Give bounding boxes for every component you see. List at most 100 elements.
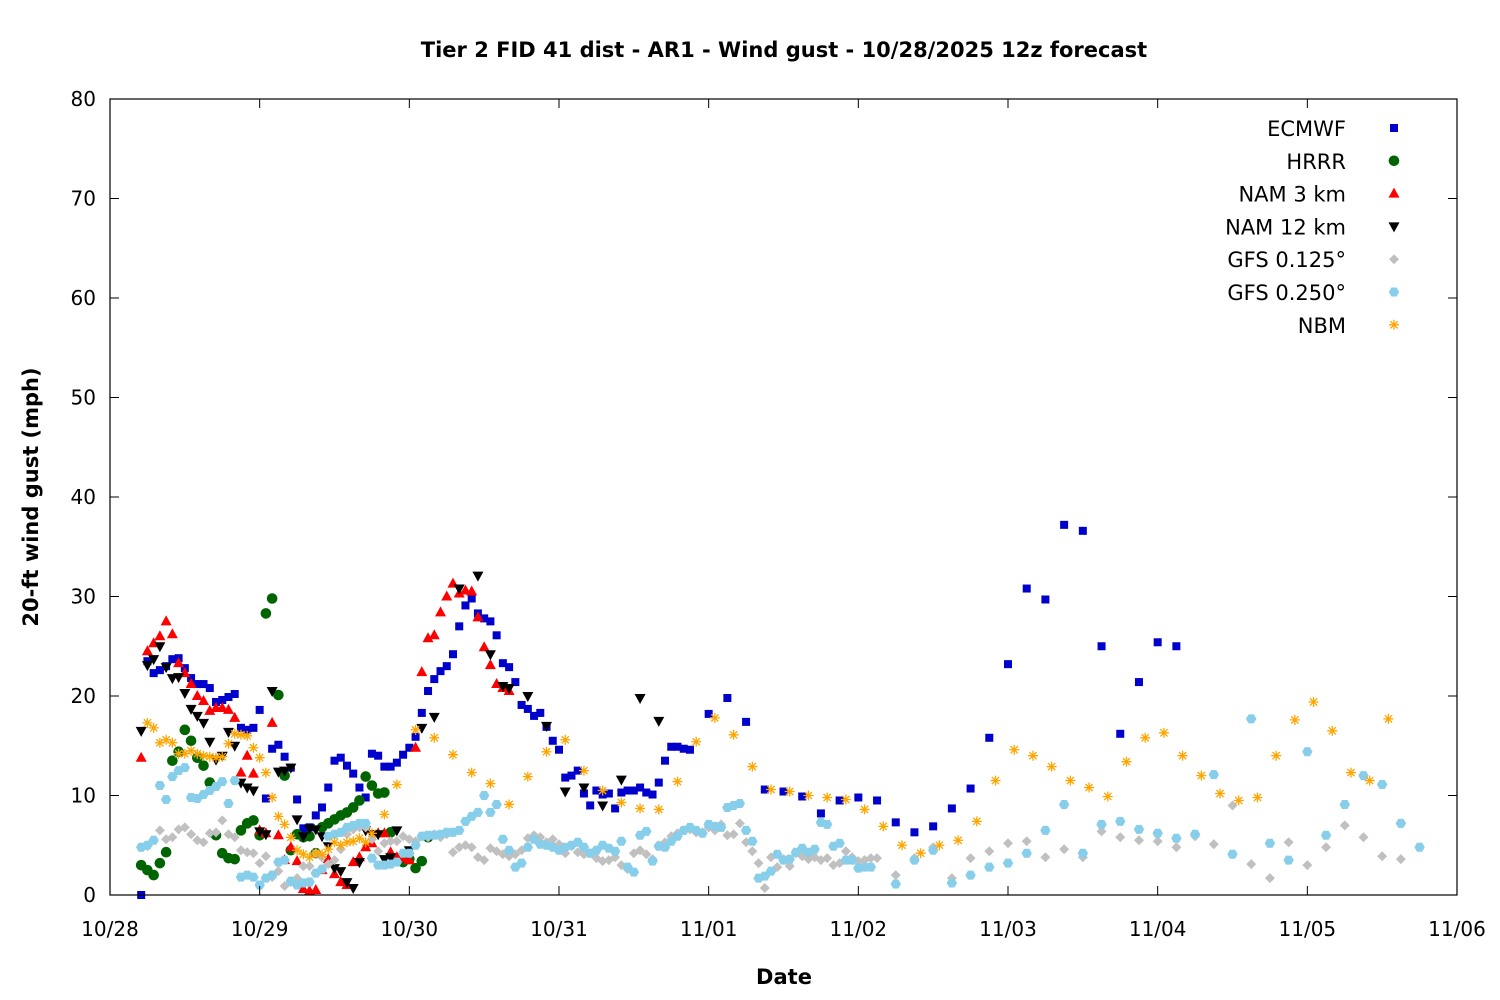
data-point bbox=[154, 642, 166, 653]
data-point bbox=[1009, 744, 1020, 755]
legend-marker bbox=[1389, 254, 1399, 265]
data-point bbox=[1060, 520, 1069, 529]
data-point bbox=[272, 829, 284, 840]
data-point bbox=[990, 775, 1001, 786]
data-point bbox=[217, 777, 228, 787]
x-tick-label: 11/04 bbox=[1129, 917, 1187, 941]
data-point bbox=[222, 703, 234, 714]
data-point bbox=[555, 745, 563, 754]
data-point bbox=[260, 830, 272, 841]
data-point bbox=[193, 680, 202, 689]
data-point bbox=[204, 828, 215, 839]
data-point bbox=[1383, 713, 1394, 724]
data-point bbox=[522, 692, 534, 702]
data-point bbox=[210, 782, 222, 792]
data-point bbox=[1040, 825, 1051, 835]
data-point bbox=[293, 795, 302, 804]
data-point bbox=[360, 837, 371, 848]
data-point bbox=[385, 836, 396, 847]
data-point bbox=[391, 779, 402, 790]
data-point bbox=[859, 804, 870, 815]
data-point bbox=[784, 854, 795, 864]
data-point bbox=[148, 722, 159, 733]
data-point bbox=[616, 836, 627, 846]
data-point bbox=[666, 836, 677, 846]
legend-label: NBM bbox=[1298, 314, 1346, 338]
data-point bbox=[223, 738, 234, 749]
data-point bbox=[636, 783, 645, 792]
data-point bbox=[149, 669, 158, 678]
data-point bbox=[1246, 859, 1257, 870]
data-point bbox=[254, 827, 266, 838]
data-point bbox=[1233, 795, 1244, 806]
data-point bbox=[218, 695, 227, 704]
data-point bbox=[617, 788, 626, 797]
data-point bbox=[1364, 775, 1375, 786]
data-point bbox=[154, 781, 166, 791]
data-point bbox=[747, 761, 758, 772]
data-point bbox=[816, 809, 825, 818]
data-point bbox=[248, 742, 259, 753]
data-point bbox=[248, 815, 259, 826]
data-point bbox=[229, 711, 241, 722]
data-point bbox=[516, 858, 527, 868]
data-point bbox=[417, 708, 426, 717]
data-point bbox=[772, 849, 783, 859]
data-point bbox=[604, 789, 613, 798]
data-point bbox=[266, 716, 278, 727]
data-point bbox=[324, 783, 333, 792]
data-point bbox=[428, 712, 440, 723]
data-point bbox=[659, 842, 671, 852]
data-point bbox=[199, 680, 208, 689]
data-point bbox=[167, 737, 178, 748]
data-point bbox=[498, 659, 507, 668]
data-point bbox=[191, 690, 203, 700]
data-point bbox=[1096, 819, 1107, 829]
data-point bbox=[1302, 860, 1313, 871]
data-point bbox=[179, 763, 191, 773]
data-point bbox=[740, 825, 752, 835]
y-tick-label: 30 bbox=[71, 585, 96, 609]
data-point bbox=[511, 678, 520, 687]
data-point bbox=[779, 787, 788, 796]
data-point bbox=[609, 846, 621, 856]
data-point bbox=[623, 786, 632, 795]
data-point bbox=[247, 767, 259, 778]
data-point bbox=[354, 795, 365, 806]
data-point bbox=[173, 748, 184, 759]
data-point bbox=[1004, 660, 1012, 669]
data-point bbox=[1215, 788, 1226, 799]
data-point bbox=[167, 755, 178, 766]
data-point bbox=[242, 847, 253, 858]
data-point bbox=[248, 872, 259, 882]
data-point bbox=[1302, 747, 1313, 757]
data-point bbox=[597, 785, 608, 796]
data-point bbox=[573, 766, 582, 775]
data-point bbox=[616, 797, 627, 808]
data-point bbox=[205, 684, 214, 693]
data-point bbox=[428, 629, 440, 640]
data-point bbox=[148, 835, 159, 845]
data-point bbox=[1021, 836, 1032, 847]
data-point bbox=[873, 796, 882, 805]
y-tick-label: 10 bbox=[71, 784, 96, 808]
data-point bbox=[360, 771, 371, 782]
data-point bbox=[141, 645, 153, 656]
data-point bbox=[441, 590, 453, 601]
data-point bbox=[166, 628, 178, 639]
data-point bbox=[840, 794, 851, 805]
data-point bbox=[266, 593, 278, 604]
data-point bbox=[430, 675, 439, 684]
data-point bbox=[697, 828, 708, 838]
data-point bbox=[241, 749, 253, 760]
data-point bbox=[753, 858, 764, 869]
data-point bbox=[366, 780, 378, 791]
y-tick-label: 0 bbox=[83, 883, 96, 907]
data-point bbox=[386, 762, 395, 771]
data-point bbox=[834, 838, 845, 848]
data-point bbox=[311, 811, 320, 820]
data-point bbox=[947, 804, 956, 813]
data-point bbox=[1027, 750, 1038, 761]
data-point bbox=[248, 848, 259, 859]
legend-label: HRRR bbox=[1286, 150, 1346, 174]
